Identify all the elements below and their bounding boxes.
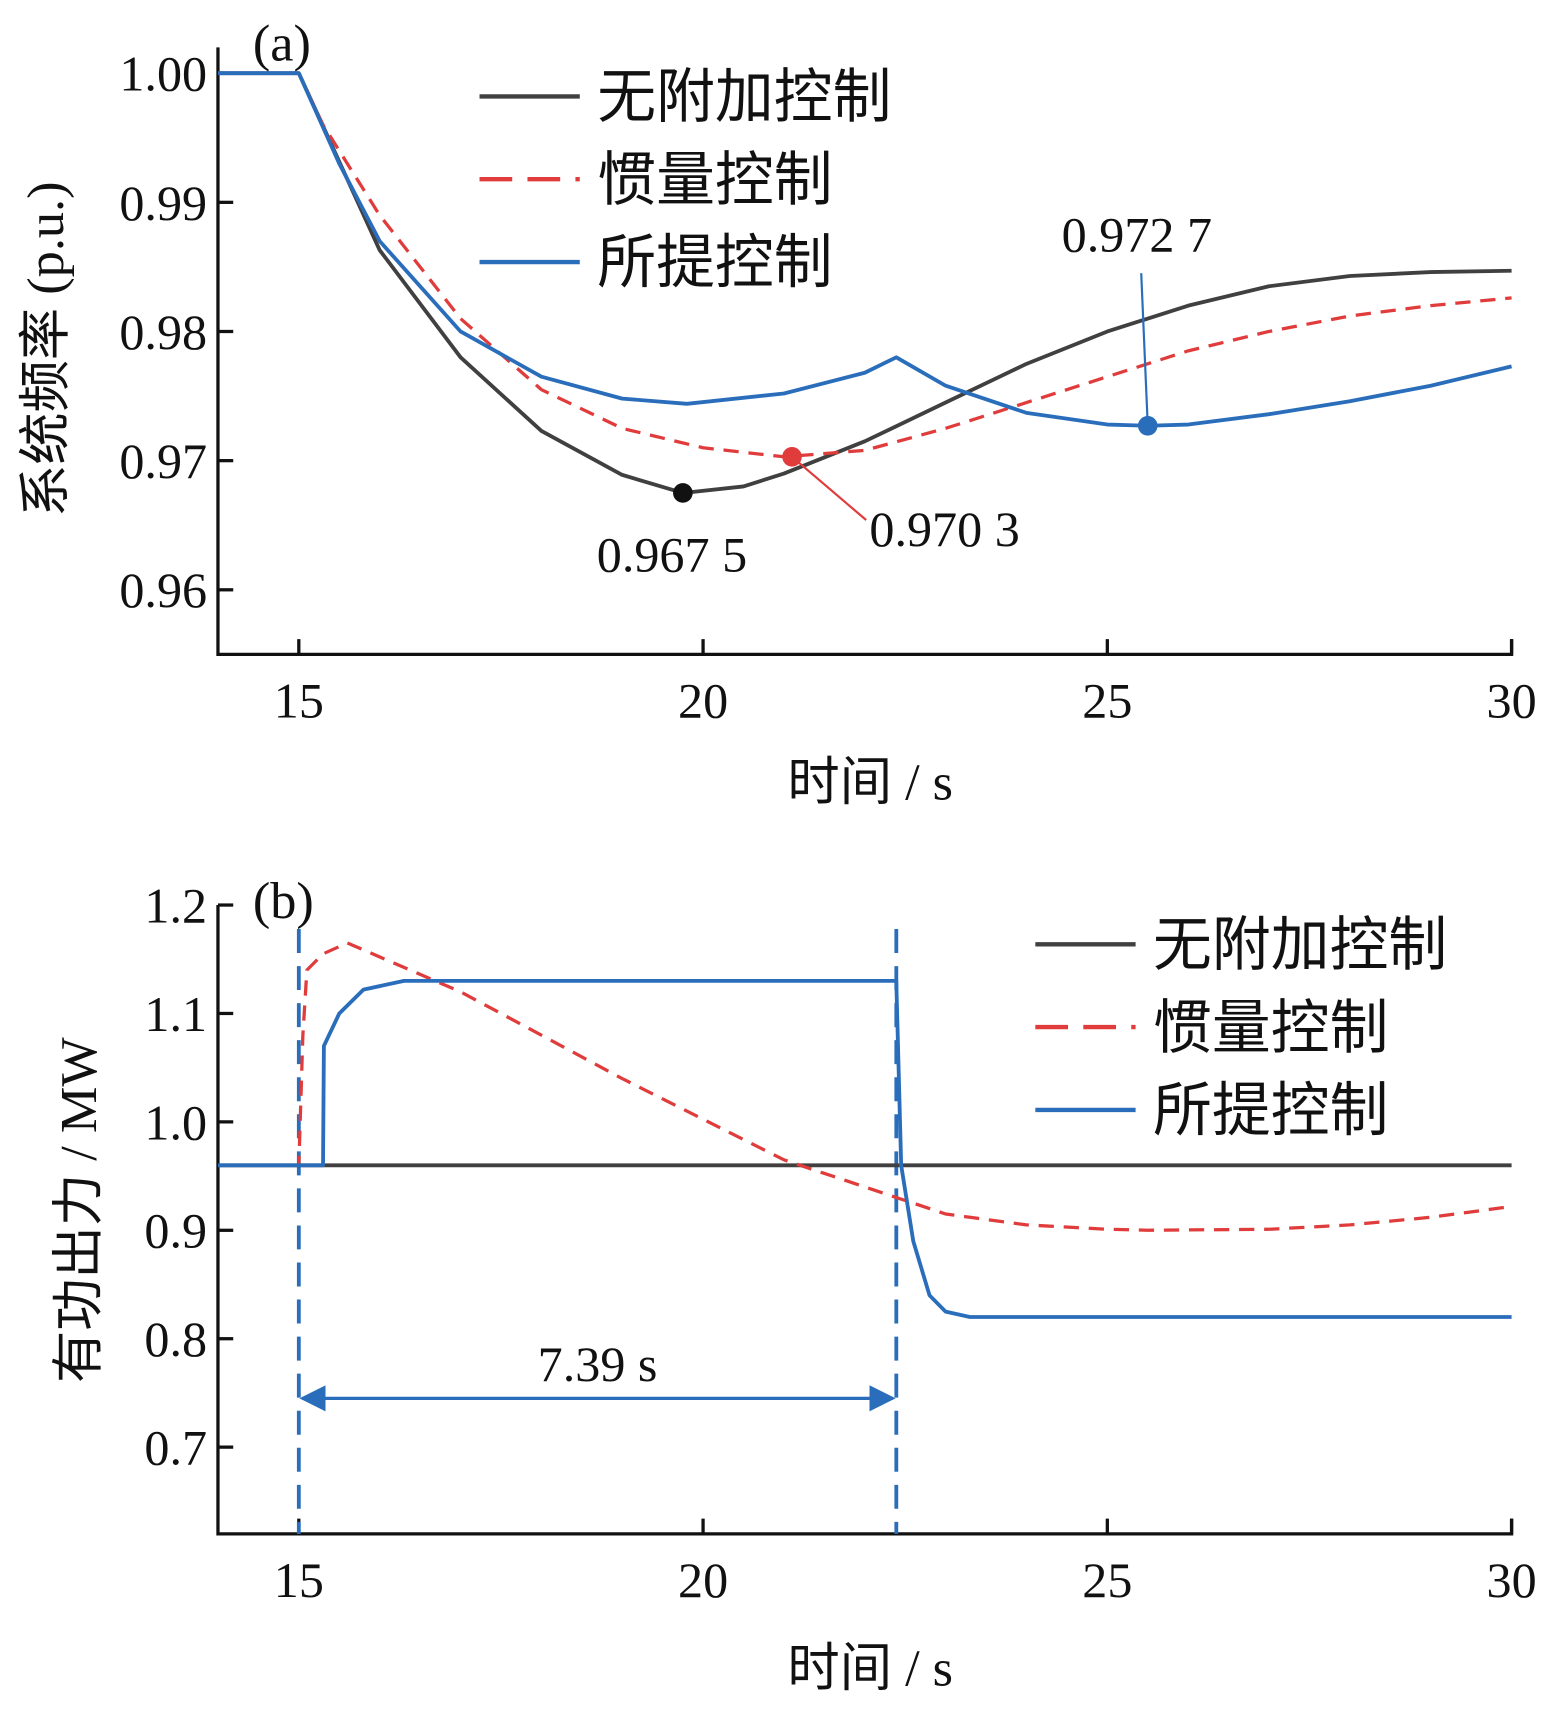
- x-axis-label: 时间 / s: [787, 753, 953, 811]
- series-line-1: [217, 71, 1512, 495]
- panel-label: (b): [253, 872, 314, 930]
- y-tick-label: 1.2: [144, 877, 207, 933]
- x-tick-label: 20: [678, 673, 728, 729]
- annotation-label: 0.972 7: [1062, 206, 1212, 262]
- minimum-point-marker: [673, 483, 693, 503]
- x-tick-label: 20: [678, 1552, 728, 1608]
- y-tick-label: 0.7: [144, 1420, 207, 1476]
- y-tick-label: 1.0: [144, 1094, 207, 1150]
- y-tick-label: 0.96: [119, 562, 207, 618]
- annotation-leader: [791, 455, 867, 521]
- y-tick-label: 1.1: [144, 986, 207, 1042]
- y-tick-label: 0.97: [119, 433, 207, 489]
- series-line-3: [217, 71, 1513, 428]
- annotation-label: 0.967 5: [597, 526, 747, 582]
- series-line-3: [217, 978, 1512, 1319]
- minimum-point-marker: [1137, 415, 1158, 436]
- legend-label: 所提控制: [597, 231, 832, 296]
- chart-b: 15 20 25 30 1.2 1.1 1.0 0.9 0.8 0.7 时间 / s 有功出力 / M…: [50, 872, 1537, 1697]
- legend-label: 所提控制: [1153, 1079, 1388, 1144]
- annotation-label: 0.970 3: [869, 501, 1019, 557]
- series-line-2: [217, 941, 1512, 1232]
- x-tick-label: 15: [274, 1552, 324, 1608]
- panel-label: (a): [253, 14, 311, 72]
- chart-a: 15 20 25 30 1.00 0.99 0.98 0.97 0.96 时间 / s 系统频率 (…: [17, 14, 1536, 811]
- series-line-2: [217, 71, 1512, 459]
- x-tick-label: 25: [1082, 673, 1132, 729]
- x-tick-label: 15: [274, 673, 324, 729]
- x-tick-label: 30: [1487, 1552, 1537, 1608]
- y-tick-label: 0.98: [119, 304, 207, 360]
- y-axis-label: 有功出力 / MW: [50, 1037, 108, 1383]
- y-tick-label: 0.8: [144, 1311, 207, 1367]
- x-tick-label: 30: [1487, 673, 1537, 729]
- x-tick-label: 25: [1082, 1552, 1132, 1608]
- axes-frame: [216, 47, 1514, 657]
- legend-label: 惯量控制: [1153, 996, 1388, 1061]
- interval-label: 7.39 s: [538, 1336, 658, 1392]
- x-axis-label: 时间 / s: [787, 1639, 953, 1697]
- annotation-leader: [1140, 273, 1149, 426]
- y-tick-label: 0.9: [144, 1203, 207, 1259]
- y-axis-label: 系统频率 (p.u.): [17, 181, 75, 517]
- legend-label: 惯量控制: [597, 148, 832, 213]
- legend-label: 无附加控制: [1153, 913, 1447, 978]
- legend-label: 无附加控制: [597, 65, 891, 130]
- y-tick-label: 0.99: [119, 175, 207, 231]
- y-tick-label: 1.00: [119, 46, 207, 102]
